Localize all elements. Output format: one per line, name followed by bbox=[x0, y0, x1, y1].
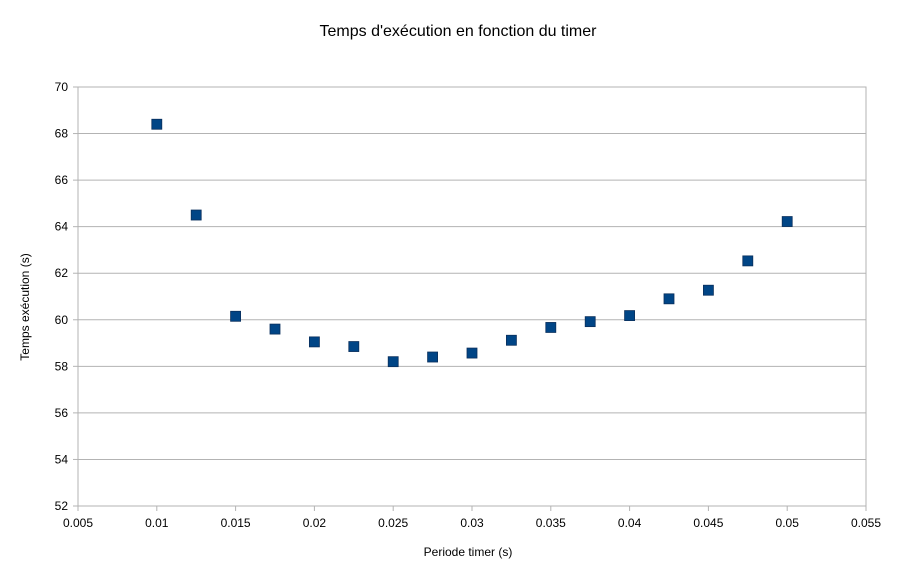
x-axis-ticks: 0.005 0.01 0.015 0.02 0.025 0.03 0.035 0.04 0.04… bbox=[63, 506, 881, 530]
data-point bbox=[505, 334, 517, 346]
data-point bbox=[269, 323, 281, 335]
y-tick-label: 68 bbox=[55, 127, 69, 141]
data-point bbox=[742, 255, 754, 267]
data-point bbox=[663, 293, 675, 305]
data-point bbox=[466, 347, 478, 359]
x-tick-label: 0.005 bbox=[63, 516, 93, 530]
x-axis-label: Periode timer (s) bbox=[424, 545, 513, 559]
data-point bbox=[624, 310, 635, 321]
x-tick-label: 0.045 bbox=[693, 516, 723, 530]
x-tick-label: 0.01 bbox=[145, 516, 169, 530]
x-tick-label: 0.05 bbox=[776, 516, 800, 530]
y-axis-ticks: 52 54 56 58 60 62 64 66 68 70 bbox=[55, 80, 78, 513]
y-tick-label: 70 bbox=[55, 80, 69, 94]
data-point bbox=[703, 284, 714, 296]
y-tick-label: 62 bbox=[55, 266, 69, 280]
x-tick-label: 0.055 bbox=[851, 516, 881, 530]
y-tick-label: 60 bbox=[55, 313, 69, 327]
x-tick-label: 0.04 bbox=[618, 516, 642, 530]
data-point bbox=[427, 351, 439, 363]
y-tick-label: 64 bbox=[55, 220, 69, 234]
gridlines bbox=[78, 86, 866, 507]
x-tick-label: 0.035 bbox=[536, 516, 566, 530]
x-tick-label: 0.025 bbox=[378, 516, 408, 530]
y-tick-label: 66 bbox=[55, 173, 69, 187]
data-point bbox=[151, 118, 163, 130]
x-tick-label: 0.03 bbox=[460, 516, 484, 530]
data-point bbox=[230, 310, 242, 322]
x-tick-label: 0.015 bbox=[221, 516, 251, 530]
y-axis-label: Temps exécution (s) bbox=[18, 253, 32, 360]
data-point bbox=[781, 216, 793, 227]
data-point bbox=[387, 356, 399, 368]
x-tick-label: 0.02 bbox=[303, 516, 327, 530]
data-point bbox=[190, 209, 202, 221]
plot-area bbox=[77, 86, 867, 507]
data-point bbox=[584, 316, 596, 328]
y-tick-label: 52 bbox=[55, 499, 69, 513]
data-point bbox=[545, 322, 557, 333]
y-tick-label: 58 bbox=[55, 359, 69, 373]
y-tick-label: 54 bbox=[55, 452, 69, 466]
y-tick-label: 56 bbox=[55, 406, 69, 420]
chart-title: Temps d'exécution en fonction du timer bbox=[320, 23, 598, 40]
data-point bbox=[348, 341, 360, 352]
data-point bbox=[308, 336, 320, 348]
data-points bbox=[151, 118, 793, 368]
